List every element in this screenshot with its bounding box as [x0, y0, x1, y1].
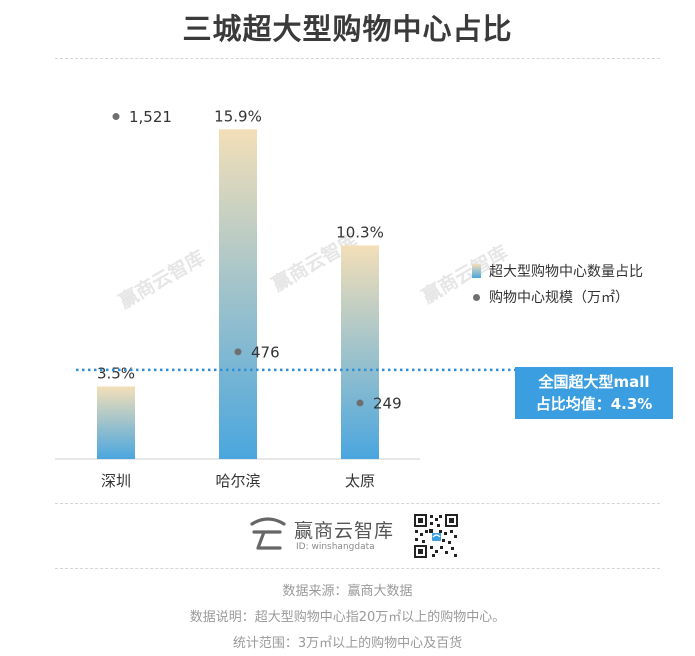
average-callout-line2: 占比均值：4.3%: [535, 395, 653, 413]
legend: 超大型购物中心数量占比 购物中心规模（万㎡）: [472, 258, 643, 310]
brand-divider-top: [55, 503, 660, 504]
point-label-1: 476: [251, 343, 280, 361]
point-label-0: 1,521: [129, 108, 172, 126]
footer-source: 数据来源：赢商大数据: [282, 584, 413, 599]
watermark-text-0: 赢商云智库: [115, 246, 209, 313]
x-tick-label-2: 太原: [345, 472, 375, 490]
bar-1: [219, 129, 257, 459]
point-1: [234, 348, 242, 356]
bar-label-1: 15.9%: [214, 107, 262, 125]
brand-id: ID: winshangdata: [296, 542, 375, 552]
qr-code-icon[interactable]: [413, 513, 459, 559]
point-0: [112, 113, 120, 121]
footer-scope: 统计范围：3万㎡以上的购物中心及百货: [232, 636, 463, 651]
average-callout-line1: 全国超大型mall: [538, 373, 650, 391]
watermark-layer: 赢商云智库 赢商云智库 赢商云智库: [115, 229, 512, 313]
bar-2: [341, 245, 379, 459]
bar-label-2: 10.3%: [336, 223, 384, 241]
bar-0: [97, 386, 135, 459]
footer-note: 数据说明：超大型购物中心指20万㎡以上的购物中心。: [189, 610, 506, 625]
brand-divider-bottom: [55, 568, 660, 569]
legend-label-bar: 超大型购物中心数量占比: [489, 264, 643, 280]
brand-logo-icon: [250, 517, 286, 550]
chart-title: 三城超大型购物中心占比: [182, 12, 513, 46]
brand-name: 赢商云智库: [294, 520, 395, 542]
legend-item-bar: 超大型购物中心数量占比: [472, 258, 643, 284]
point-label-2: 249: [373, 394, 402, 412]
point-2: [356, 399, 364, 407]
legend-swatch: [472, 264, 481, 278]
bar-label-0: 3.5%: [97, 364, 135, 382]
x-tick-label-0: 深圳: [101, 472, 131, 490]
legend-label-scatter: 购物中心规模（万㎡）: [489, 290, 629, 306]
x-tick-label-1: 哈尔滨: [215, 472, 260, 490]
average-callout: 全国超大型mall 占比均值：4.3%: [515, 367, 673, 419]
bar-chart: 赢商云智库 赢商云智库 赢商云智库 3.5% 深圳 1,521 15.9% 哈尔滨 476 10…: [55, 107, 676, 490]
legend-item-scatter: 购物中心规模（万㎡）: [472, 284, 643, 310]
top-divider: [55, 58, 660, 59]
legend-dot: [473, 293, 480, 301]
